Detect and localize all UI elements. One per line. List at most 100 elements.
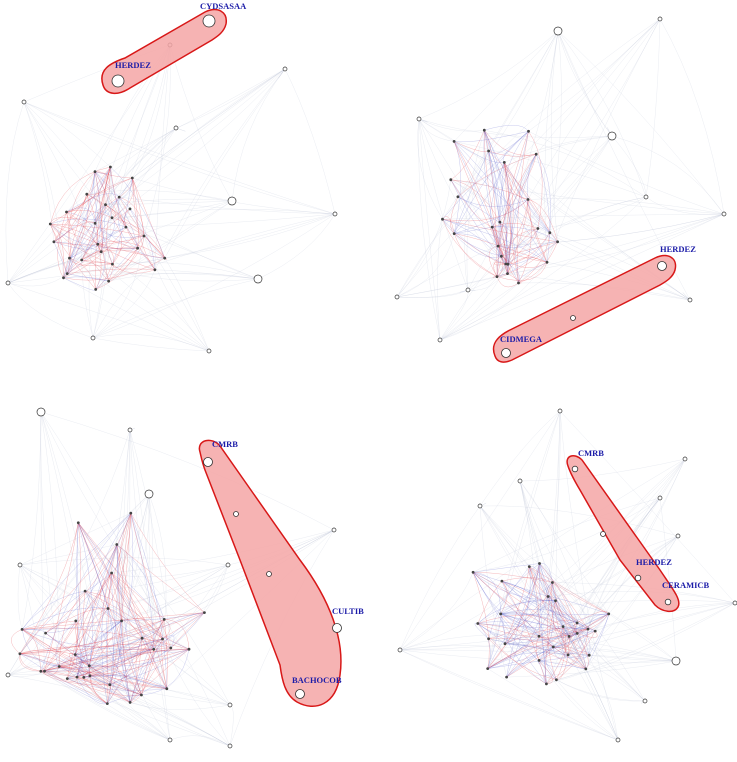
network-node — [504, 262, 508, 266]
network-node — [449, 178, 453, 182]
network-edge — [40, 671, 142, 696]
network-edge — [418, 118, 508, 274]
network-edge — [496, 162, 509, 277]
network-edge — [129, 564, 229, 703]
network-edge — [472, 572, 556, 602]
network-edge — [418, 118, 613, 138]
network-edge — [479, 505, 530, 567]
network-edge — [92, 278, 259, 339]
network-edge — [585, 535, 679, 670]
network-edge — [7, 251, 102, 284]
network-edge — [59, 648, 190, 668]
edges-top-right — [396, 18, 725, 341]
network-edge — [92, 269, 156, 339]
network-edge — [487, 652, 569, 669]
network-node — [506, 272, 509, 275]
network-edge — [472, 572, 590, 656]
panel-top-left: CYDSASAA HERDEZ — [5, 1, 338, 354]
network-edge — [63, 273, 259, 280]
network-edge — [94, 211, 113, 224]
network-edge — [111, 217, 165, 259]
network-edge — [74, 608, 109, 655]
network-edge — [567, 613, 609, 655]
network-edge — [516, 131, 529, 284]
node-herdez — [657, 261, 667, 271]
network-edge — [548, 596, 609, 615]
network-edge — [550, 30, 559, 242]
network-edge — [89, 620, 122, 676]
network-node — [94, 288, 98, 291]
network-edge — [505, 154, 537, 265]
network-edge — [453, 150, 489, 234]
network-edge — [484, 130, 550, 233]
network-edge — [497, 131, 529, 247]
network-edge — [477, 600, 556, 624]
network-edge — [454, 199, 529, 234]
network-edge — [487, 636, 540, 669]
network-edge — [89, 665, 231, 747]
network-edge — [67, 678, 142, 696]
network-edge — [40, 411, 335, 531]
network-edge — [568, 654, 646, 702]
network-edge — [442, 199, 529, 222]
network-edge — [40, 671, 171, 741]
network-edge — [498, 213, 725, 247]
network-edge — [488, 150, 509, 274]
network-edge — [95, 235, 145, 290]
network-edge — [539, 563, 547, 684]
network-edge — [528, 18, 661, 132]
network-edge — [577, 633, 646, 702]
network-node — [642, 698, 648, 704]
network-edge — [519, 480, 549, 597]
network-edge — [69, 257, 96, 290]
network-edge — [19, 619, 165, 655]
network-edge — [442, 218, 548, 263]
network-edge — [487, 600, 556, 669]
network-edge — [107, 513, 132, 704]
network-edge — [19, 653, 60, 667]
network-edge — [457, 135, 613, 197]
network-edge — [543, 674, 557, 685]
network-node — [593, 629, 597, 633]
network-edge — [107, 608, 190, 650]
network-edge — [107, 620, 122, 704]
network-edge — [442, 218, 506, 265]
network-edge — [141, 619, 165, 696]
network-edge — [66, 194, 89, 274]
network-node — [482, 128, 486, 132]
network-edge — [504, 535, 679, 644]
network-edge — [487, 645, 554, 669]
network-edge — [11, 629, 23, 654]
network-edge — [111, 544, 122, 574]
network-node — [52, 240, 56, 244]
network-edge — [175, 127, 186, 132]
network-edge — [466, 150, 489, 291]
network-edge — [63, 257, 165, 281]
network-edge — [501, 580, 578, 624]
network-edge — [111, 564, 229, 578]
network-edge — [556, 679, 619, 741]
network-edge — [472, 572, 569, 656]
network-edge — [121, 513, 132, 703]
network-edge — [66, 207, 96, 224]
network-edge — [442, 216, 455, 234]
network-edge — [45, 608, 109, 634]
network-edge — [418, 118, 441, 341]
network-edge — [121, 618, 163, 640]
network-edge — [53, 221, 96, 243]
network-edge — [501, 199, 529, 257]
network-node — [43, 669, 46, 673]
network-edge — [496, 262, 548, 281]
network-edge — [553, 646, 569, 659]
network-edge — [78, 522, 109, 609]
network-edge — [477, 623, 578, 638]
network-node — [39, 669, 43, 673]
network-edge — [501, 581, 540, 637]
network-edge — [488, 582, 553, 640]
network-edge — [499, 222, 508, 274]
network-edge — [164, 257, 210, 352]
network-edge — [111, 572, 143, 639]
network-edge — [92, 337, 210, 352]
network-edge — [105, 68, 286, 205]
network-edge — [492, 223, 538, 229]
